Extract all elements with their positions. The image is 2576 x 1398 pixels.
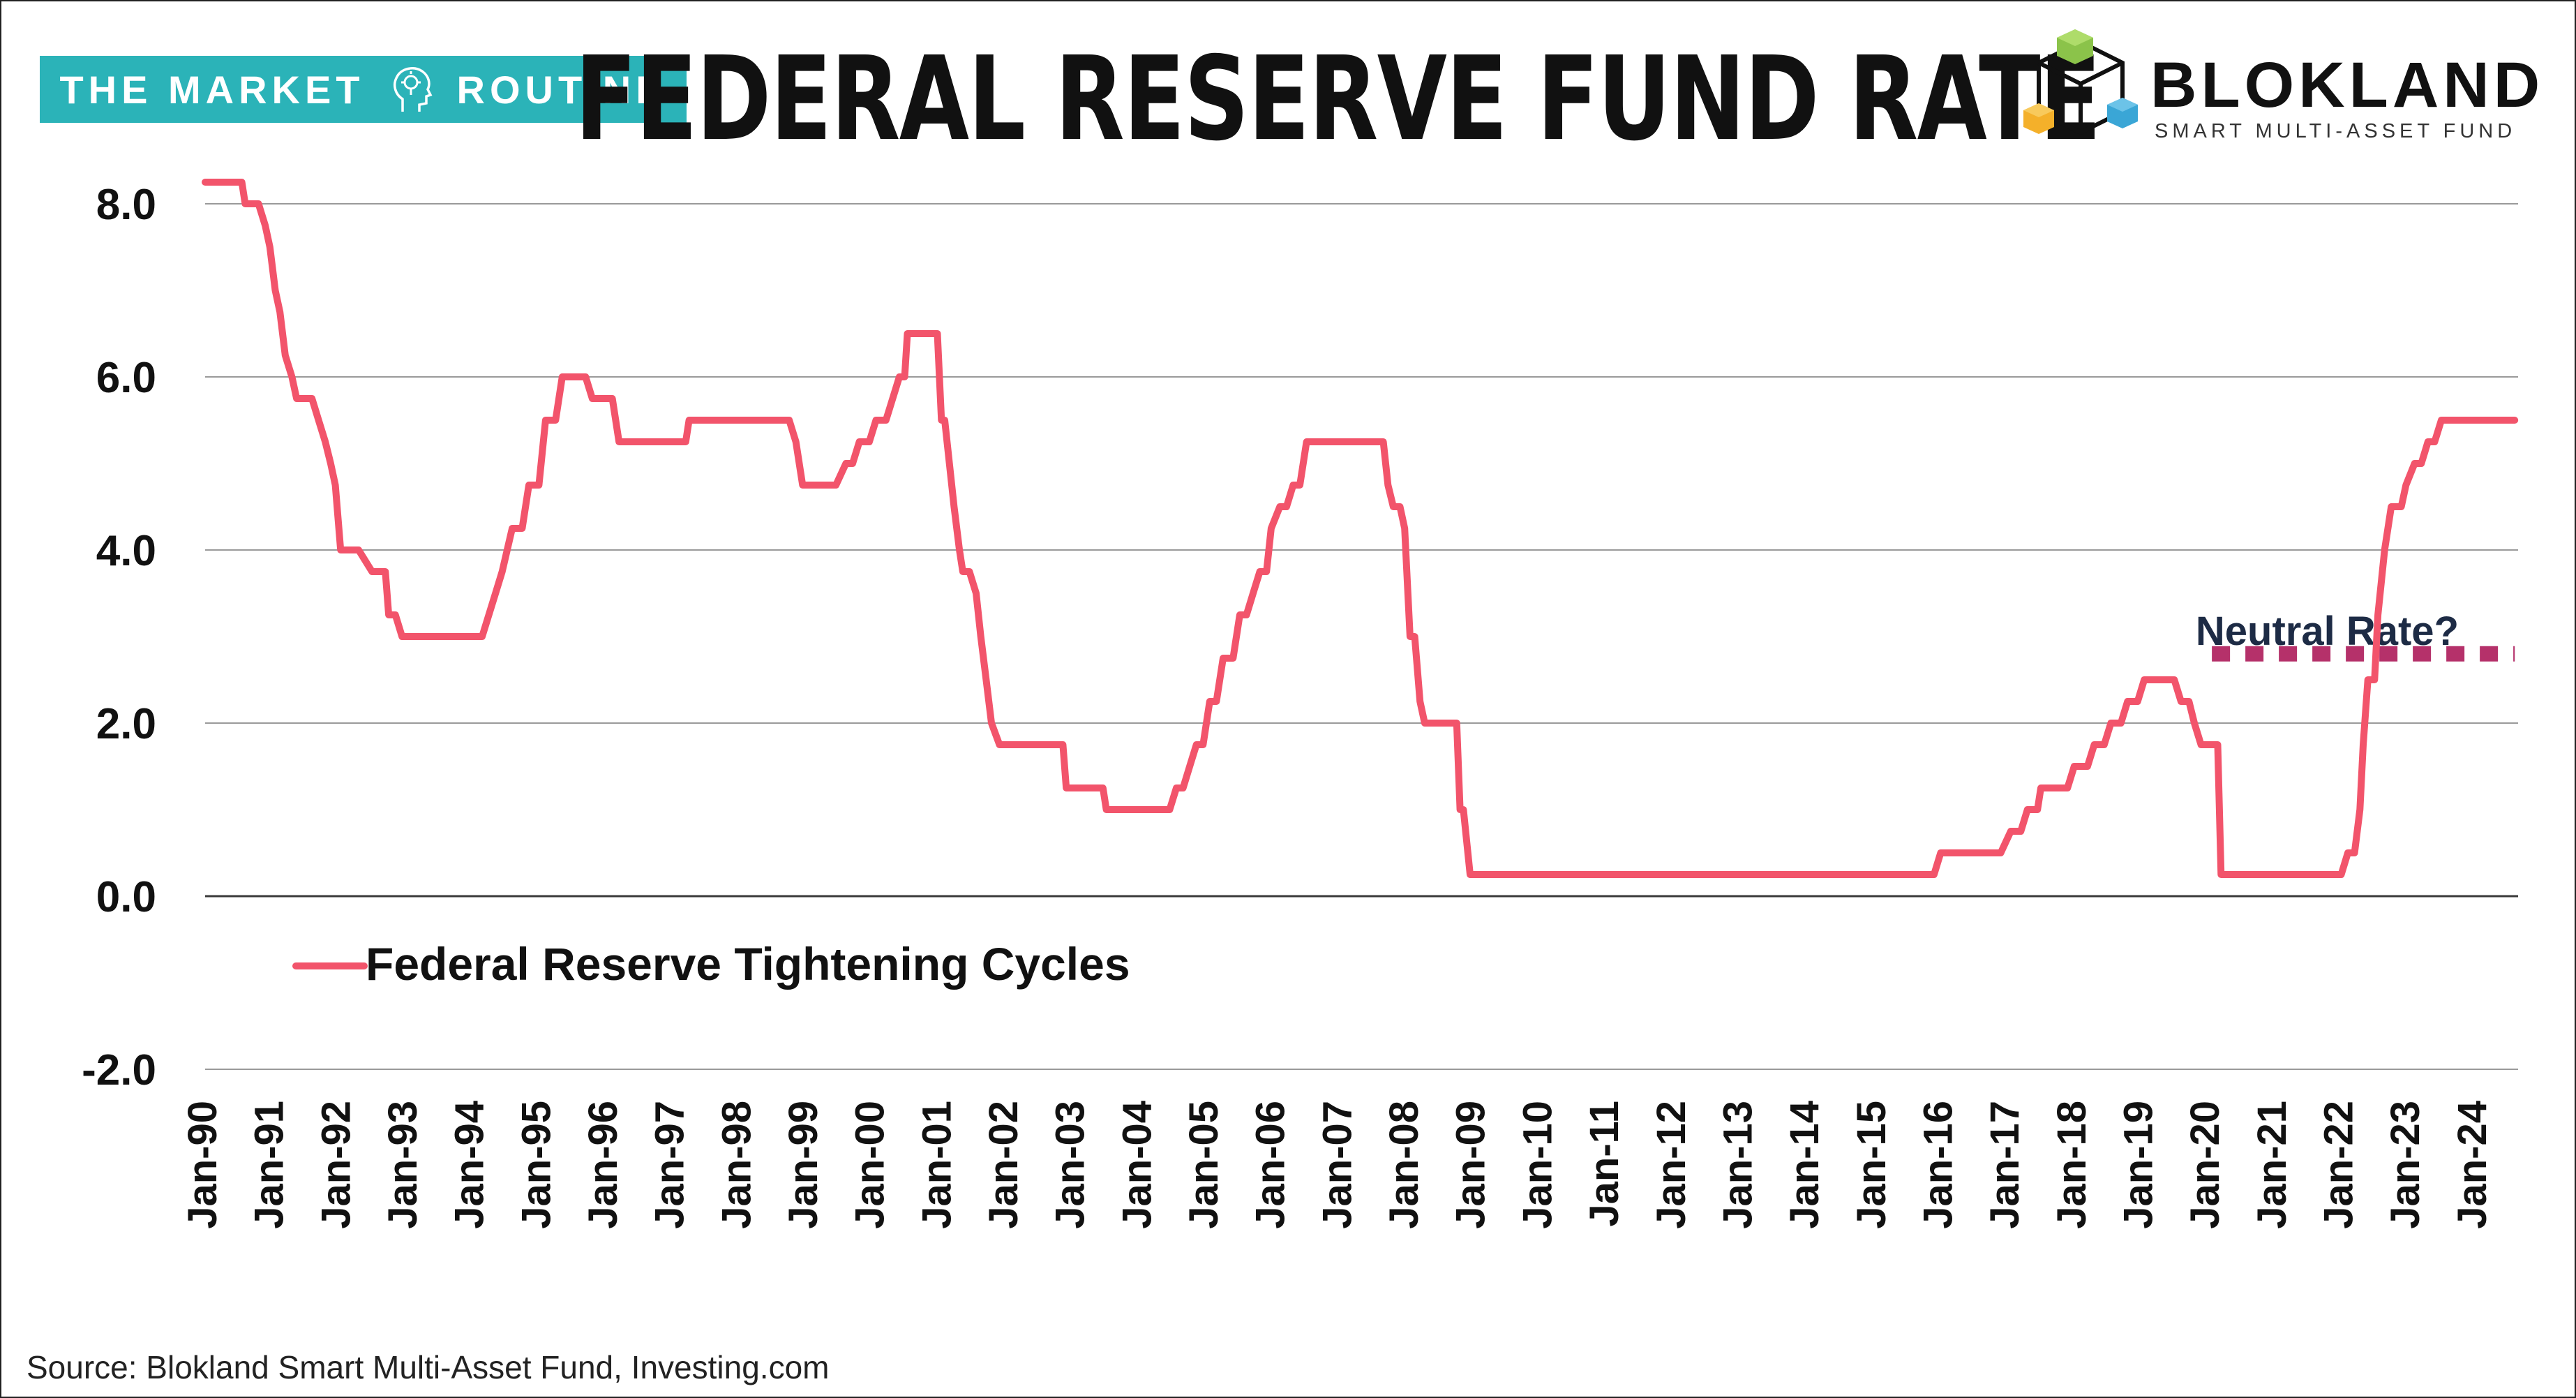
x-tick-label: Jan-07 [1315,1101,1360,1229]
series-line-tightening-cycles [202,179,2519,878]
x-tick-label: Jan-04 [1114,1101,1160,1229]
x-tick-label: Jan-02 [981,1101,1026,1229]
x-tick-label: Jan-24 [2450,1101,2495,1229]
x-tick-label: Jan-08 [1381,1101,1427,1229]
x-tick-label: Jan-09 [1448,1101,1494,1229]
x-tick-label: Jan-17 [1982,1101,2028,1229]
x-tick-label: Jan-13 [1715,1101,1760,1229]
cube-logo-icon [2023,29,2138,135]
y-axis: 8.0 6.0 4.0 2.0 0.0 -2.0 [82,181,156,1094]
legend: Federal Reserve Tightening Cycles [292,938,1130,990]
neutral-rate-annotation: Neutral Rate? [2196,609,2515,662]
lightbulb-head-icon [393,67,433,112]
x-tick-label: Jan-05 [1181,1101,1227,1229]
x-tick-label: Jan-12 [1649,1101,1694,1229]
x-tick-label: Jan-18 [2049,1101,2095,1229]
x-tick-label: Jan-00 [848,1101,893,1229]
x-tick-label: Jan-96 [581,1101,626,1229]
x-tick-label: Jan-99 [781,1101,826,1229]
x-tick-label: Jan-95 [514,1101,559,1229]
x-tick-label: Jan-11 [1582,1101,1627,1227]
x-tick-label: Jan-91 [247,1101,292,1229]
brand-left-part2: ROUTINE [456,67,667,112]
x-tick-label: Jan-90 [180,1101,225,1229]
x-tick-label: Jan-03 [1048,1101,1093,1229]
legend-label: Federal Reserve Tightening Cycles [366,938,1130,990]
y-tick-label: 6.0 [96,354,156,402]
y-tick-label: 8.0 [96,181,156,229]
x-tick-label: Jan-16 [1915,1101,1961,1229]
x-tick-label: Jan-94 [447,1101,493,1229]
y-tick-label: 4.0 [96,527,156,575]
x-tick-label: Jan-92 [313,1101,359,1229]
x-tick-label: Jan-06 [1248,1101,1294,1229]
x-tick-label: Jan-98 [714,1101,759,1229]
neutral-rate-label: Neutral Rate? [2196,609,2459,654]
series-layer [202,179,2519,878]
brand-right-subtitle: SMART MULTI-ASSET FUND [2155,120,2517,142]
x-axis: Jan-90 Jan-91 Jan-92 Jan-93 Jan-94 Jan-95 Jan-… [180,1101,2495,1229]
x-tick-label: Jan-22 [2316,1101,2361,1229]
x-tick-label: Jan-14 [1782,1101,1827,1229]
x-tick-label: Jan-23 [2383,1101,2428,1229]
y-tick-label: 0.0 [96,873,156,921]
x-tick-label: Jan-01 [914,1101,959,1229]
brand-left-part1: THE MARKET [59,67,365,112]
x-tick-label: Jan-20 [2182,1101,2228,1229]
x-tick-label: Jan-10 [1515,1101,1560,1229]
market-routine-logo: THE MARKET ROUTINE [40,56,687,123]
x-tick-label: Jan-93 [380,1101,426,1229]
source-note: Source: Blokland Smart Multi-Asset Fund,… [27,1349,830,1385]
brand-right-name: BLOKLAND [2150,50,2545,121]
y-tick-label: -2.0 [82,1046,156,1094]
x-tick-label: Jan-19 [2116,1101,2161,1229]
y-tick-label: 2.0 [96,700,156,748]
x-tick-label: Jan-97 [647,1101,693,1229]
grid-lines [205,203,2518,1070]
x-tick-label: Jan-21 [2249,1101,2295,1229]
x-tick-label: Jan-15 [1849,1101,1894,1229]
blokland-logo: BLOKLAND SMART MULTI-ASSET FUND [2018,28,2548,147]
